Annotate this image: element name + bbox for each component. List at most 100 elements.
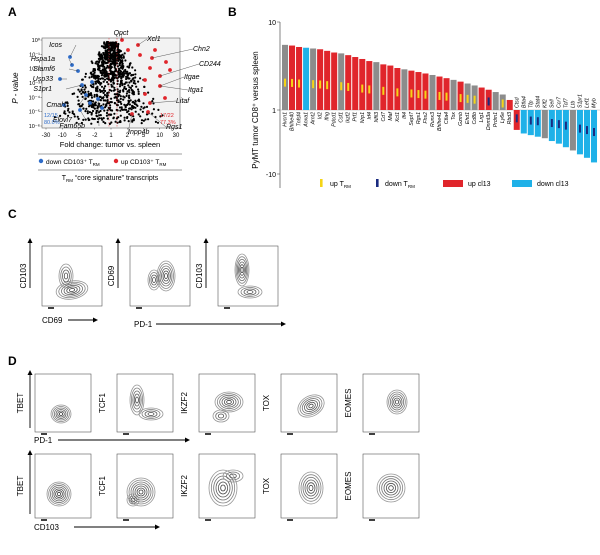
volcano-point — [132, 118, 135, 121]
volcano-point — [109, 50, 112, 53]
bar-gene-labels: Hvcn1 Bhlhe40 Tnfsf4 Anxa1 Arnt2 Id2 Ifng Pdcd1… — [283, 94, 598, 131]
flow-d-y-label: IKZF2 — [180, 392, 189, 414]
volcano-point — [82, 118, 85, 121]
volcano-point — [109, 60, 113, 63]
volcano-point — [93, 117, 96, 121]
leader-line — [120, 32, 123, 41]
volcano-point — [128, 107, 131, 110]
volcano-point — [106, 100, 109, 103]
up-trm-gene-dot — [126, 48, 130, 52]
y-tick-label: 10⁻³ — [29, 81, 40, 87]
volcano-point — [105, 74, 108, 77]
contour-line — [53, 488, 65, 500]
volcano-point — [107, 102, 111, 105]
volcano-point — [145, 105, 149, 108]
legend-down-trm-swatch — [376, 179, 379, 187]
volcano-point — [94, 74, 97, 78]
y-tick-label: 10⁻⁶ — [29, 123, 40, 130]
panel-d-label: D — [8, 354, 17, 368]
flow-x-label: PD-1 — [134, 320, 153, 329]
flow-plot — [280, 453, 338, 521]
contour-line — [214, 391, 244, 413]
volcano-point — [115, 54, 118, 57]
volcano-point — [95, 112, 98, 115]
trm-mark — [550, 119, 553, 128]
volcano-point — [134, 106, 137, 109]
volcano-point — [67, 114, 70, 117]
volcano-point — [113, 74, 116, 77]
volcano-point — [87, 105, 91, 108]
volcano-point — [118, 75, 121, 78]
volcano-point — [131, 89, 134, 92]
volcano-point — [98, 51, 101, 54]
volcano-point — [117, 95, 120, 98]
contour-line — [243, 288, 257, 296]
down-trm-gene-dot — [88, 101, 92, 105]
contour-line — [156, 260, 176, 292]
trm-mark — [424, 90, 427, 99]
volcano-point — [101, 60, 104, 63]
contour-line — [164, 273, 168, 279]
volcano-point — [106, 102, 109, 105]
volcano-point — [100, 117, 103, 120]
leader-line — [68, 68, 79, 72]
volcano-point — [108, 66, 111, 69]
contour-line — [56, 491, 62, 497]
bar-Tnfsf4 — [296, 46, 303, 110]
volcano-point — [118, 106, 122, 109]
trm-mark — [340, 82, 343, 91]
volcano-point — [134, 110, 137, 113]
contour-line — [219, 394, 239, 410]
volcano-point — [114, 69, 117, 72]
leader-line — [151, 48, 194, 59]
gene-label-Rgs1: Rgs1 — [416, 112, 422, 124]
volcano-point — [126, 72, 129, 75]
contour-line — [132, 483, 150, 501]
volcano-point — [118, 85, 122, 88]
volcano-point — [137, 92, 140, 95]
gene-label-Stat4: Stat4 — [535, 96, 541, 108]
arrow-head — [281, 321, 286, 327]
volcano-point — [97, 111, 101, 114]
leader-line — [97, 98, 100, 127]
volcano-point — [83, 88, 86, 91]
volcano-point — [101, 57, 104, 60]
gene-label-Tox: Tox — [451, 112, 457, 121]
bar-Klf2 — [541, 110, 548, 139]
volcano-point — [147, 91, 150, 94]
volcano-point — [96, 105, 99, 108]
volcano-point — [86, 110, 89, 113]
volcano-point — [94, 80, 97, 83]
volcano-point — [103, 60, 106, 63]
contour-line — [63, 272, 69, 280]
volcano-point — [80, 121, 83, 125]
volcano-point — [104, 53, 107, 57]
volcano-point — [73, 115, 76, 118]
volcano-point — [134, 82, 137, 85]
bar-Prdm1 — [492, 92, 499, 110]
volcano-point — [102, 91, 105, 94]
flow-y-label: CD69 — [107, 265, 116, 286]
volcano-point — [59, 114, 62, 117]
volcano-point — [87, 90, 90, 93]
volcano-point — [135, 103, 138, 106]
gene-label-Nrp1: Nrp1 — [360, 112, 366, 123]
volcano-point — [123, 87, 126, 90]
down-gene-label: S1pr1 — [33, 86, 52, 93]
contour-line — [210, 472, 236, 504]
volcano-point — [100, 64, 103, 67]
volcano-point — [139, 115, 142, 118]
volcano-point — [161, 114, 164, 117]
volcano-point — [127, 84, 130, 87]
bar-Maf — [387, 65, 394, 110]
volcano-point — [118, 93, 121, 96]
volcano-point — [142, 102, 145, 105]
volcano-point — [135, 85, 138, 88]
up-gene-label: Qpct — [114, 30, 130, 37]
volcano-point — [106, 64, 109, 68]
contour-line — [128, 479, 154, 505]
bar-Btla4 — [520, 110, 527, 134]
flow-plot — [41, 245, 103, 309]
volcano-point — [84, 75, 87, 78]
volcano-point — [85, 107, 88, 110]
